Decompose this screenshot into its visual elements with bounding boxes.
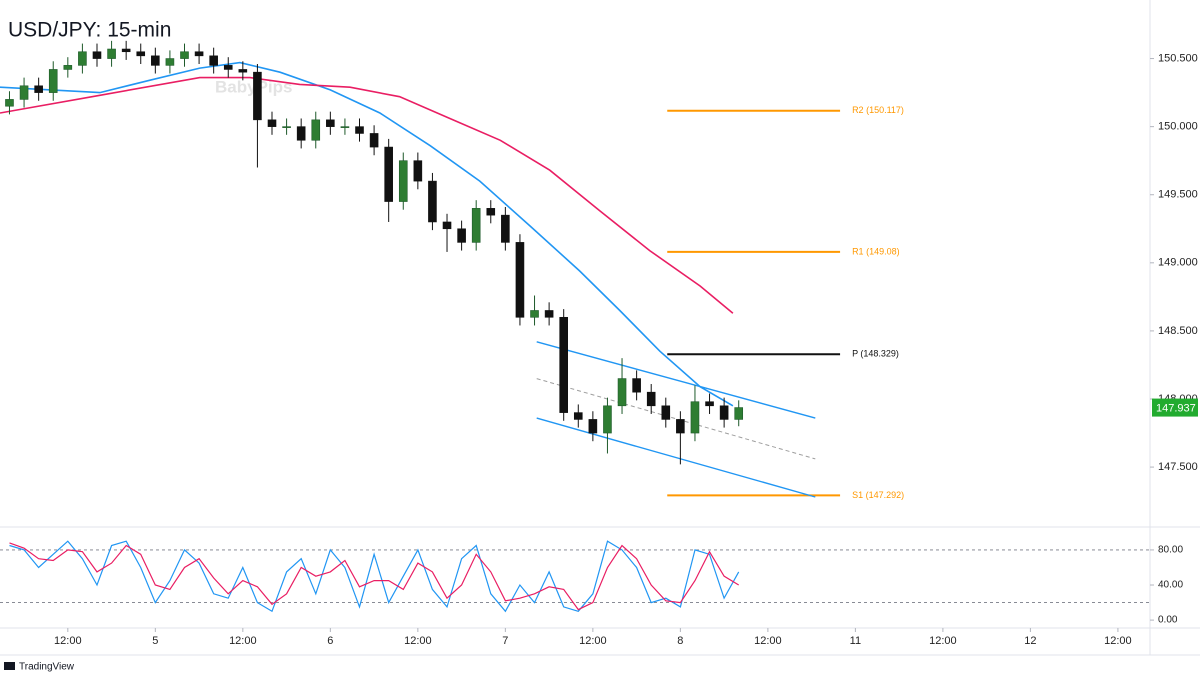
candle-body xyxy=(223,65,233,70)
y-tick-label: 149.000 xyxy=(1158,257,1198,269)
candle-body xyxy=(530,310,539,318)
channel-line xyxy=(536,417,816,498)
candle-body xyxy=(515,242,525,318)
candle-body xyxy=(253,71,262,121)
candle-body xyxy=(457,228,466,243)
chart-title: USD/JPY: 15-min xyxy=(8,19,171,42)
candle-body xyxy=(413,160,423,182)
x-tick-label: 11 xyxy=(850,635,861,647)
x-tick-label: 7 xyxy=(502,635,508,647)
oscillator-line xyxy=(9,540,740,613)
x-tick-label: 6 xyxy=(327,635,333,647)
candle-body xyxy=(719,405,729,420)
candle-body xyxy=(311,119,321,141)
pivot-label: R1 (149.08) xyxy=(852,246,900,256)
x-tick-label: 12:00 xyxy=(929,635,957,647)
last-price-label: 147.937 xyxy=(1156,402,1196,414)
candle-body xyxy=(194,51,204,57)
candle-body xyxy=(705,401,714,407)
candle-body xyxy=(136,51,146,57)
candle-body xyxy=(92,51,102,59)
candle-body xyxy=(326,119,335,127)
logo xyxy=(4,662,15,670)
candle-body xyxy=(398,160,408,202)
candle-body xyxy=(617,378,627,407)
y-tick-label: 147.500 xyxy=(1158,461,1198,473)
candle-body xyxy=(151,55,160,66)
x-tick-label: 12:00 xyxy=(229,635,257,647)
x-tick-label: 12:00 xyxy=(1104,635,1132,647)
x-tick-label: 5 xyxy=(152,635,158,647)
y-tick-label: 150.500 xyxy=(1158,52,1198,64)
candle-body xyxy=(355,126,364,134)
candle-body xyxy=(734,407,744,420)
moving-average xyxy=(0,61,734,407)
channel-line xyxy=(536,341,816,419)
candle-body xyxy=(676,419,685,434)
oscillator-tick-label: 0.00 xyxy=(1158,615,1178,626)
candle-body xyxy=(121,48,131,53)
candle-body xyxy=(384,146,393,202)
x-tick-label: 8 xyxy=(677,635,683,647)
candle-body xyxy=(180,51,189,59)
oscillator-tick-label: 80.00 xyxy=(1158,545,1183,556)
candle-body xyxy=(63,65,73,70)
candle-body xyxy=(19,85,29,100)
candle-body xyxy=(340,126,350,128)
candle-body xyxy=(209,55,218,66)
candle-body xyxy=(486,208,496,216)
candle-body xyxy=(661,405,671,420)
x-tick-label: 12:00 xyxy=(754,635,782,647)
moving-average xyxy=(0,76,734,314)
candle-body xyxy=(238,69,248,73)
pivot-label: S1 (147.292) xyxy=(852,490,904,500)
oscillator-line xyxy=(9,542,740,611)
y-tick-label: 150.000 xyxy=(1158,121,1198,133)
candle-body xyxy=(588,419,598,434)
candle-body xyxy=(690,401,700,434)
candle-body xyxy=(501,214,510,243)
last-price-tag xyxy=(1152,398,1198,417)
candle-body xyxy=(296,126,306,141)
y-tick-label: 148.500 xyxy=(1158,325,1198,337)
oscillator-tick-label: 40.00 xyxy=(1158,580,1183,591)
candle-body xyxy=(282,126,291,128)
y-tick-label: 149.500 xyxy=(1158,189,1198,201)
candle-body xyxy=(78,51,87,66)
candle-body xyxy=(442,221,452,230)
candle-body xyxy=(603,405,612,434)
candle-body xyxy=(428,180,437,223)
x-tick-label: 12 xyxy=(1024,635,1036,647)
x-tick-label: 12:00 xyxy=(579,635,607,647)
candle-body xyxy=(267,119,277,127)
candle-body xyxy=(559,316,568,413)
candle-body xyxy=(646,391,656,407)
x-tick-label: 12:00 xyxy=(404,635,432,647)
candle-body xyxy=(544,310,554,318)
candle-body xyxy=(573,412,583,420)
candle-body xyxy=(165,58,175,66)
pivot-label: P (148.329) xyxy=(852,349,899,359)
source: TradingView xyxy=(19,662,75,673)
candle-body xyxy=(369,133,379,148)
pivot-label: R2 (150.117) xyxy=(852,105,904,115)
x-tick-label: 12:00 xyxy=(54,635,82,647)
candle-body xyxy=(5,99,14,107)
candle-body xyxy=(34,85,43,93)
candle-body xyxy=(48,69,58,93)
candle-body xyxy=(107,48,116,59)
channel-line xyxy=(536,378,816,460)
candle-body xyxy=(471,208,481,243)
candle-body xyxy=(632,378,641,393)
